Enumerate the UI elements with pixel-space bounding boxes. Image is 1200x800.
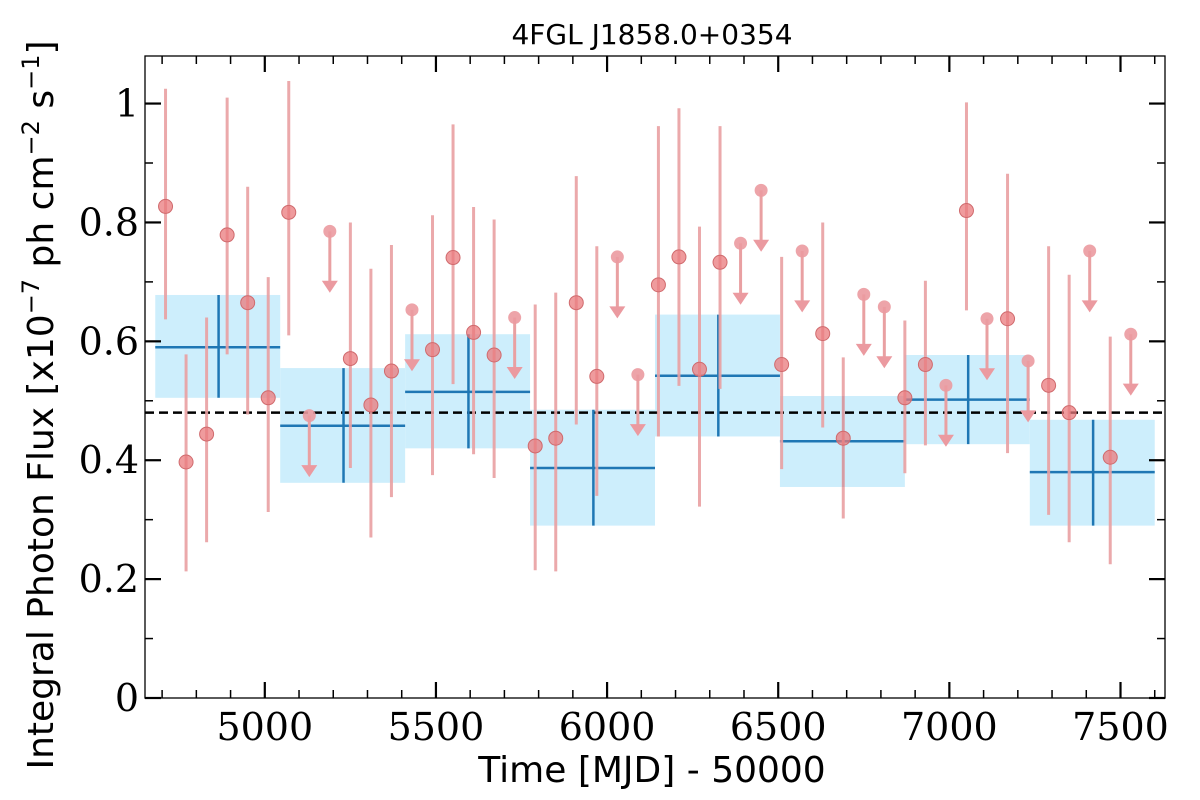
y-tick-label: 0 <box>115 676 139 720</box>
upper-limit-arrow <box>1122 383 1139 396</box>
y-tick-label: 1 <box>115 82 139 126</box>
upper-limit-marker <box>980 312 994 326</box>
upper-limit-arrow <box>876 356 893 369</box>
y-axis-label-part: ] <box>21 40 62 54</box>
data-point <box>1102 449 1118 465</box>
data-point <box>671 249 687 265</box>
data-point <box>199 426 215 442</box>
upper-limit-marker <box>795 244 809 258</box>
data-point <box>958 203 974 219</box>
chart-title: 4FGL J1858.0+0354 <box>511 18 792 51</box>
upper-limit-marker <box>734 236 748 250</box>
axes-frame <box>144 55 1166 699</box>
data-point <box>219 227 235 243</box>
upper-limit-marker <box>405 303 419 317</box>
plot-area: 5000 5500 6000 6500 7000 7500 0 0.2 0.4 0.6 0.8 1 <box>79 55 1169 749</box>
upper-limit-marker <box>631 368 645 382</box>
data-point <box>281 204 297 220</box>
data-point <box>712 254 728 270</box>
upper-limit-arrow <box>403 359 420 372</box>
data-point <box>363 397 379 413</box>
y-tick-label: 0.4 <box>79 438 139 482</box>
upper-limit-arrow <box>321 280 338 293</box>
upper-limit-arrow <box>794 300 811 313</box>
x-tick-label: 5000 <box>216 705 313 749</box>
upper-limit-marker <box>323 224 337 238</box>
upper-limit-marker <box>1021 354 1035 368</box>
data-point <box>240 295 256 311</box>
x-tick-label: 6000 <box>559 705 656 749</box>
upper-limit-marker <box>754 183 768 197</box>
data-point <box>445 250 461 266</box>
data-point <box>1061 405 1077 421</box>
upper-limit-arrow <box>855 343 872 356</box>
y-tick-label: 0.8 <box>79 200 139 244</box>
y-axis-label-exponent: −2 <box>17 120 45 155</box>
data-point <box>568 295 584 311</box>
x-tick-label: 6500 <box>730 705 827 749</box>
y-axis-label-exponent: −1 <box>17 55 45 90</box>
data-point <box>158 198 174 214</box>
data-point <box>466 324 482 340</box>
data-point <box>835 430 851 446</box>
data-point <box>917 357 933 373</box>
y-axis-label: Integral Photon Flux [x10−7 ph cm−2 s−1] <box>17 40 62 769</box>
y-tick-label: 0.2 <box>79 557 139 601</box>
data-point <box>897 390 913 406</box>
upper-limit-arrow <box>1020 410 1037 423</box>
data-point <box>383 363 399 379</box>
upper-limit-arrow <box>753 239 770 252</box>
upper-limit-marker <box>508 311 522 325</box>
y-tick-label: 0.6 <box>79 319 139 363</box>
upper-limit-marker <box>877 300 891 314</box>
data-point <box>774 357 790 373</box>
upper-limit-arrow <box>1081 300 1098 313</box>
upper-limit-arrow <box>937 434 954 447</box>
y-axis-label-part: ph cm <box>21 155 62 278</box>
data-point <box>486 347 502 363</box>
data-point <box>650 277 666 293</box>
upper-limit-arrow <box>979 368 996 381</box>
data-point <box>425 342 441 358</box>
x-tick-label: 7500 <box>1072 705 1169 749</box>
x-tick-label: 7000 <box>901 705 998 749</box>
data-point <box>527 438 543 454</box>
y-axis-label-exponent: −7 <box>17 279 45 314</box>
data-point <box>548 430 564 446</box>
x-tick-label: 5500 <box>388 705 485 749</box>
upper-limit-marker <box>1124 327 1138 341</box>
data-point <box>342 351 358 367</box>
upper-limit-arrow <box>506 367 523 379</box>
upper-limit-marker <box>857 287 871 301</box>
data-point <box>178 454 194 470</box>
upper-limit-marker <box>610 250 624 264</box>
upper-limit-marker <box>1083 244 1097 258</box>
data-point <box>1000 311 1016 327</box>
upper-limit-arrow <box>732 292 749 305</box>
upper-limit-arrow <box>609 306 626 319</box>
data-point <box>1041 377 1057 393</box>
data-point <box>260 390 276 406</box>
y-axis-label-part: s <box>21 90 62 120</box>
upper-limit-arrow <box>301 465 318 478</box>
data-point <box>589 368 605 384</box>
upper-limit-marker <box>939 378 953 392</box>
upper-limit-arrow <box>629 424 646 437</box>
data-point <box>691 361 707 377</box>
x-axis-label: Time [MJD] - 50000 <box>477 750 825 791</box>
y-axis-label-part: Integral Photon Flux [x10 <box>21 314 62 769</box>
data-point <box>815 326 831 342</box>
upper-limit-marker <box>302 409 316 423</box>
